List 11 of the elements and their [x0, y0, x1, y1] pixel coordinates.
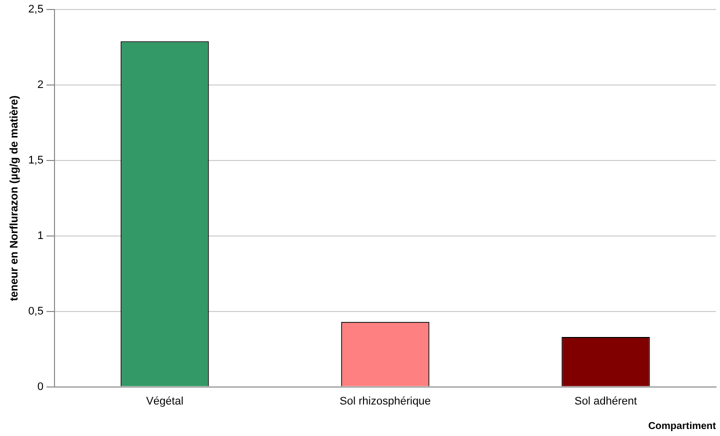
y-tick-label: 0,5: [28, 305, 44, 318]
y-tick-label: 2: [37, 79, 44, 92]
y-tick-label: 0: [37, 380, 44, 393]
y-tick-label: 1: [37, 230, 44, 242]
x-tick-label: Végétal: [146, 395, 184, 408]
x-axis-title: Compartiment: [648, 420, 717, 432]
y-axis-title: teneur en Norflurazon (µg/g de matière): [8, 95, 21, 301]
y-tick-label: 1,5: [28, 154, 44, 167]
y-tick-label: 2,5: [28, 4, 44, 16]
x-tick-label: Sol adhérent: [574, 395, 637, 408]
x-tick-label: Sol rhizosphérique: [340, 395, 431, 408]
